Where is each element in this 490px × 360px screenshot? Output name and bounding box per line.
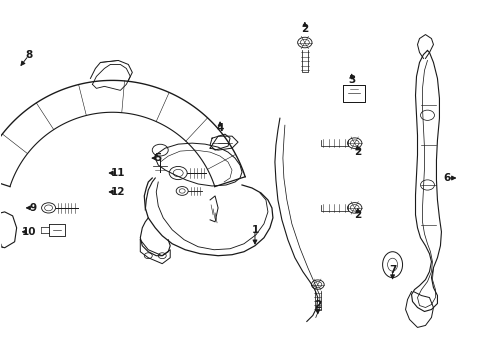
- Text: 6: 6: [444, 173, 451, 183]
- Text: 5: 5: [155, 153, 162, 163]
- Text: 2: 2: [354, 210, 361, 220]
- Text: 8: 8: [25, 50, 32, 60]
- Text: 12: 12: [111, 187, 125, 197]
- Text: 2: 2: [354, 147, 361, 157]
- Text: 4: 4: [217, 123, 224, 133]
- Text: 11: 11: [111, 168, 125, 178]
- Text: 2: 2: [314, 300, 321, 310]
- Text: 9: 9: [29, 203, 36, 213]
- Text: 7: 7: [389, 265, 396, 275]
- Text: 1: 1: [251, 225, 259, 235]
- Text: 3: 3: [348, 75, 355, 85]
- Text: 10: 10: [22, 227, 36, 237]
- Text: 2: 2: [301, 24, 308, 33]
